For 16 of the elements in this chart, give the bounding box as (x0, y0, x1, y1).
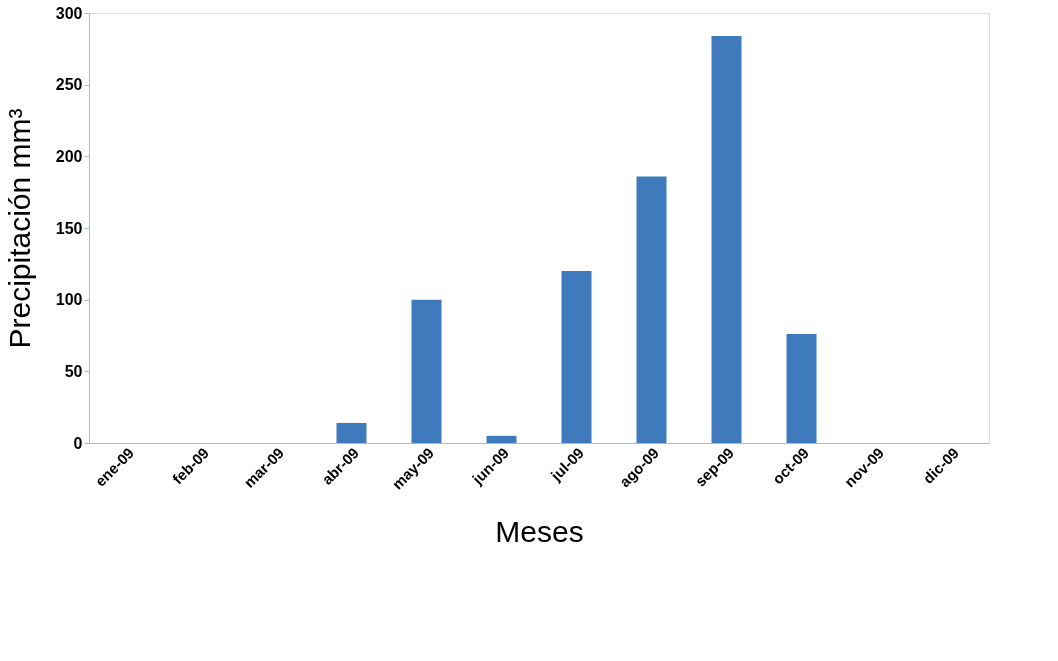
bar (411, 299, 442, 443)
y-tick-label: 250 (55, 76, 83, 94)
bar (486, 435, 517, 443)
y-axis-title: Precipitación mm³ (2, 108, 36, 349)
y-tick-label: 100 (55, 291, 83, 309)
y-tick-label: 150 (55, 219, 83, 237)
y-tick-label: 300 (55, 4, 83, 22)
y-tick-label: 50 (64, 362, 83, 380)
bar (561, 271, 592, 443)
y-tick-label: 0 (73, 434, 83, 452)
bar (336, 422, 367, 443)
bar (786, 334, 817, 443)
bar (711, 35, 742, 443)
y-tick-label: 200 (55, 147, 83, 165)
x-axis-title: Meses (495, 514, 584, 548)
bar (636, 176, 667, 443)
